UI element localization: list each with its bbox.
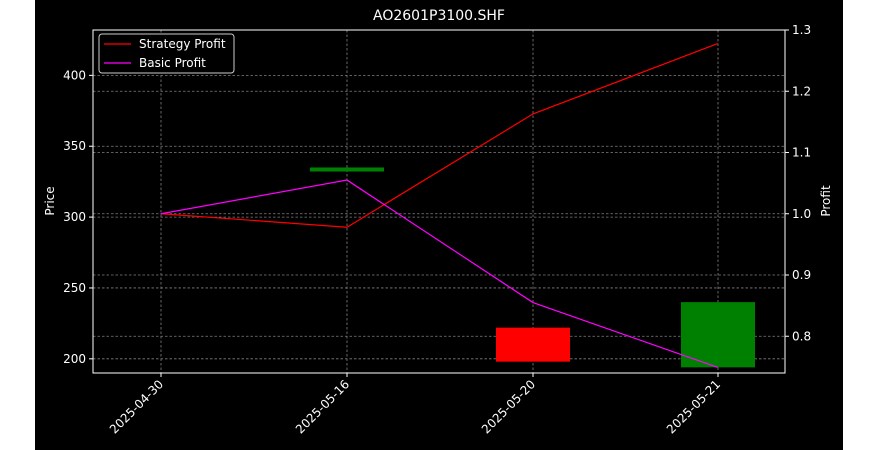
profit-lines	[160, 42, 719, 369]
y-left-tick-label-400: 400	[63, 68, 86, 82]
legend-label-strategy-profit: Strategy Profit	[139, 37, 226, 51]
y-right-tick-label-1.2: 1.2	[792, 84, 811, 98]
y-right-tick-label-0.9: 0.9	[792, 268, 811, 282]
y-right-tick-label-0.8: 0.8	[792, 329, 811, 343]
y-left-tick-label-200: 200	[63, 352, 86, 366]
legend-box	[98, 33, 235, 74]
y-axis-left-label: Price	[43, 186, 57, 215]
series-line-1	[160, 179, 719, 369]
candle-2	[681, 302, 755, 368]
plot-frame	[92, 29, 786, 374]
y-axis-right: 0.8 0.9 1.0 1.1 1.2 1.3	[785, 23, 811, 343]
y-axis-right-label: Profit	[819, 185, 833, 217]
candle-1	[496, 327, 570, 362]
legend: Strategy Profit Basic Profit	[98, 33, 235, 74]
candles	[310, 167, 755, 368]
y-axis-left: 200 250 300 350 400	[63, 68, 93, 366]
series-line-0	[160, 42, 719, 228]
y-left-tick-label-350: 350	[63, 139, 86, 153]
legend-label-basic-profit: Basic Profit	[139, 56, 206, 70]
y-right-tick-label-1: 1.0	[792, 207, 811, 221]
y-left-tick-label-300: 300	[63, 210, 86, 224]
y-right-tick-label-1.3: 1.3	[792, 23, 811, 37]
chart-title: AO2601P3100.SHF	[373, 8, 505, 24]
candle-0	[310, 167, 384, 172]
y-left-tick-label-250: 250	[63, 281, 86, 295]
y-right-tick-label-1.1: 1.1	[792, 146, 811, 160]
